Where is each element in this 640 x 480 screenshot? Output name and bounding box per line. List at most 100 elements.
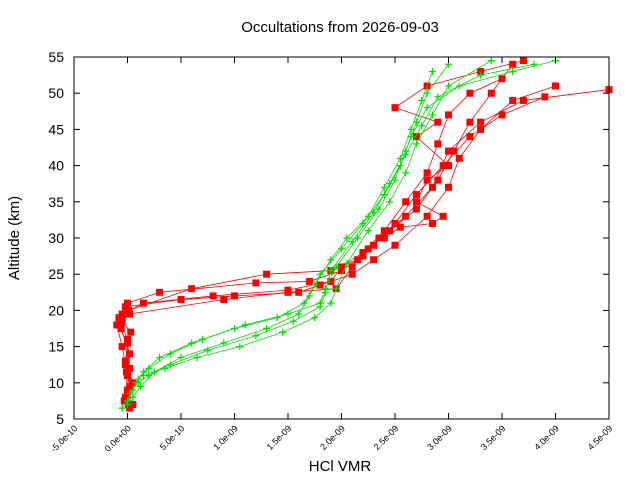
x-axis-label: HCl VMR: [309, 458, 372, 475]
y-tick-label: 30: [48, 230, 64, 246]
data-point: [156, 353, 164, 361]
data-point: [327, 299, 335, 307]
x-tick-label: 3.5e-09: [479, 423, 508, 452]
x-tick-label: 1.0e-09: [211, 423, 240, 452]
data-point: [343, 259, 351, 267]
data-point: [124, 401, 131, 409]
data-point: [145, 364, 153, 372]
data-point: [332, 285, 340, 293]
data-point: [295, 288, 303, 296]
data-point: [418, 96, 426, 104]
data-point: [188, 339, 196, 347]
data-point: [509, 60, 517, 68]
data-point: [338, 267, 345, 275]
data-point: [348, 270, 356, 278]
data-point: [236, 343, 244, 351]
data-point: [348, 263, 356, 271]
data-point: [311, 314, 319, 322]
y-tick-label: 25: [48, 266, 64, 282]
y-axis-label: Altitude (km): [6, 196, 23, 280]
y-tick-label: 40: [48, 158, 64, 174]
data-point: [434, 176, 442, 184]
data-point: [455, 154, 463, 162]
data-point: [118, 310, 126, 318]
data-point: [380, 227, 388, 235]
data-point: [263, 325, 271, 332]
x-tick-label: 5.0e-10: [158, 423, 187, 452]
data-point: [402, 151, 410, 159]
data-point: [445, 82, 452, 90]
series-line: [143, 60, 492, 376]
y-tick-label: 20: [48, 302, 64, 318]
data-point: [466, 118, 474, 126]
x-tick-label: 2.0e-09: [318, 423, 347, 452]
series-9: [134, 60, 538, 387]
data-point: [407, 133, 415, 141]
data-point: [129, 393, 137, 401]
data-point: [348, 238, 356, 246]
data-point: [295, 310, 303, 318]
data-point: [134, 379, 142, 387]
data-point: [370, 209, 378, 217]
data-point: [327, 256, 335, 264]
data-point: [498, 111, 506, 119]
data-point: [126, 350, 134, 358]
data-point: [386, 180, 394, 188]
series-2: [118, 86, 613, 405]
data-point: [380, 191, 388, 199]
data-point: [487, 89, 495, 97]
data-point: [122, 368, 130, 376]
series-line: [116, 78, 503, 409]
chart-title: Occultations from 2026-09-03: [241, 19, 439, 36]
data-point: [391, 241, 399, 249]
data-point: [316, 303, 324, 311]
series-8: [129, 57, 559, 401]
data-point: [380, 234, 388, 242]
series-10: [140, 57, 495, 380]
data-point: [204, 346, 212, 354]
data-point: [370, 256, 378, 264]
data-point: [140, 299, 148, 307]
series-line: [120, 96, 545, 394]
data-point: [428, 67, 436, 75]
data-point: [166, 361, 174, 369]
data-point: [252, 332, 260, 340]
data-point: [121, 393, 129, 401]
data-point: [466, 133, 474, 141]
data-point: [231, 325, 238, 332]
data-point: [375, 205, 383, 213]
data-point: [161, 364, 169, 372]
data-point: [129, 401, 137, 409]
data-point: [125, 306, 133, 314]
series-line: [137, 63, 535, 384]
data-point: [364, 227, 372, 235]
data-point: [477, 67, 485, 75]
data-point: [530, 60, 538, 68]
data-point: [396, 223, 404, 231]
data-point: [519, 57, 527, 65]
data-point: [439, 212, 447, 220]
data-point: [402, 212, 410, 220]
data-point: [117, 325, 125, 332]
data-point: [231, 292, 238, 300]
data-point: [126, 310, 134, 318]
data-point: [127, 328, 135, 336]
data-point: [423, 104, 431, 112]
series-line: [121, 89, 610, 402]
y-tick-label: 45: [48, 121, 64, 137]
data-point: [188, 285, 196, 293]
y-tick-label: 15: [48, 339, 64, 355]
data-layer: [113, 57, 613, 412]
data-point: [450, 147, 458, 155]
data-point: [209, 292, 217, 300]
data-point: [477, 71, 485, 79]
data-point: [114, 321, 122, 329]
series-0: [113, 75, 506, 412]
data-point: [402, 198, 410, 206]
data-point: [124, 335, 131, 343]
data-point: [338, 263, 345, 271]
data-point: [305, 292, 313, 300]
data-point: [316, 281, 324, 289]
data-point: [509, 96, 517, 104]
data-point: [386, 198, 394, 206]
